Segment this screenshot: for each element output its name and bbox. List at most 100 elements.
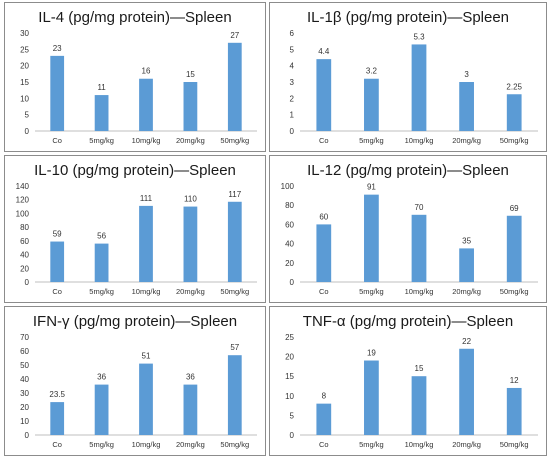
chart-title: TNF-α (pg/mg protein)—Spleen [302,313,514,330]
data-label: 16 [142,67,151,76]
y-tick-label: 100 [16,209,30,218]
bar [506,94,522,131]
bar [94,384,109,435]
y-tick-label: 20 [20,62,29,71]
y-tick-label: 5 [25,111,30,120]
y-tick-label: 25 [20,45,29,54]
y-tick-label: 20 [285,353,294,362]
data-label: 27 [230,31,239,40]
chart-title: IL-12 (pg/mg protein)—Spleen [307,162,509,179]
y-tick-label: 40 [285,240,294,249]
y-tick-label: 2 [290,94,295,103]
y-tick-label: 10 [285,392,294,401]
x-tick-label: Co [52,440,62,449]
data-label: 15 [186,70,195,79]
bar [50,241,65,282]
bar [227,201,242,282]
bar [316,403,332,435]
data-label: 11 [97,83,106,92]
bar [364,194,379,282]
y-tick-label: 20 [20,264,29,273]
bar [316,224,332,282]
y-tick-label: 15 [20,78,29,87]
y-tick-label: 70 [20,333,29,342]
data-label: 35 [462,236,471,245]
chart-panel-il4: IL-4 (pg/mg protein)—Spleen 0 5 10 15 20 25 30… [4,2,266,152]
y-tick-label: 120 [16,196,30,205]
x-tick-label: 50mg/kg [220,136,249,145]
chart-panel-il1b: IL-1β (pg/mg protein)—Spleen 0 1 2 3 4 5 6 4.4 C… [269,2,547,152]
x-tick-label: 5mg/kg [359,287,384,296]
data-label: 3.2 [366,67,378,76]
x-tick-label: 50mg/kg [500,440,529,449]
bar [459,82,474,131]
y-tick-label: 20 [20,403,29,412]
data-label: 22 [462,337,471,346]
chart-title: IL-1β (pg/mg protein)—Spleen [306,9,510,26]
y-tick-label: 3 [290,78,295,87]
bar [364,78,379,131]
bar [227,355,242,435]
data-label: 23 [53,44,62,53]
bar [459,348,474,435]
y-tick-label: 5 [290,45,295,54]
bar [506,387,522,435]
data-label: 15 [415,364,424,373]
bar [316,59,332,132]
x-tick-label: 20mg/kg [452,136,481,145]
chart-panel-il12: IL-12 (pg/mg protein)—Spleen 0 20 40 60 80 10… [269,155,547,303]
bar [506,215,522,282]
y-tick-label: 80 [285,201,294,210]
bar [94,243,109,282]
bar [411,44,427,131]
chart-panel-tnfa: TNF-α (pg/mg protein)—Spleen 0 5 10 15 20 25 8… [269,306,547,456]
x-tick-label: 50mg/kg [220,287,249,296]
x-tick-label: 50mg/kg [500,287,529,296]
x-tick-label: Co [319,287,329,296]
y-tick-label: 100 [281,182,295,191]
y-tick-label: 40 [20,375,29,384]
chart-title: IL-10 (pg/mg protein)—Spleen [34,162,236,179]
y-tick-label: 0 [25,431,30,440]
x-tick-label: 10mg/kg [405,287,434,296]
chart-panel-ifng: IFN-γ (pg/mg protein)—Spleen 0 10 20 30 40 50… [4,306,266,456]
bar [139,78,153,131]
data-label: 36 [186,373,195,382]
data-label: 36 [97,373,106,382]
x-tick-label: 50mg/kg [500,136,529,145]
chart-panel-il10: IL-10 (pg/mg protein)—Spleen 0 20 40 60 80 10… [4,155,266,303]
x-tick-label: 10mg/kg [405,440,434,449]
chart-plot: 0 20 40 60 80 100 120 140 59 Co 56 5mg/kg 111 10mg/kg… [16,182,257,296]
data-label: 70 [415,203,424,212]
chart-plot: 0 1 2 3 4 5 6 4.4 Co 3.2 5mg/kg 5.3 10mg/kg 3 20mg/kg 2… [290,29,538,145]
y-tick-label: 0 [25,278,30,287]
data-label: 111 [140,194,153,203]
bar [227,42,242,131]
x-tick-label: Co [319,440,329,449]
y-tick-label: 25 [285,333,294,342]
x-tick-label: 5mg/kg [359,136,384,145]
y-tick-label: 10 [20,417,29,426]
chart-plot: 0 20 40 60 80 100 60 Co 91 5mg/kg 70 10mg/kg 35 20mg/… [281,182,538,296]
x-tick-label: 10mg/kg [405,136,434,145]
data-label: 117 [228,190,241,199]
bar [139,205,153,282]
y-tick-label: 60 [20,237,29,246]
data-label: 57 [230,343,239,352]
y-tick-label: 0 [290,431,295,440]
data-label: 56 [97,232,106,241]
bar [183,82,198,131]
y-tick-label: 80 [20,223,29,232]
x-tick-label: 20mg/kg [176,440,205,449]
x-tick-label: 50mg/kg [220,440,249,449]
x-tick-label: 10mg/kg [132,136,161,145]
y-tick-label: 10 [20,94,29,103]
y-tick-label: 1 [290,111,295,120]
y-tick-label: 30 [20,389,29,398]
chart-plot: 0 5 10 15 20 25 30 23 Co 11 5mg/kg 16 10mg/kg 15 20mg/… [20,29,257,145]
bar [411,214,427,282]
data-label: 4.4 [318,47,330,56]
data-label: 8 [322,392,327,401]
chart-title: IL-4 (pg/mg protein)—Spleen [38,9,232,26]
x-tick-label: 20mg/kg [176,287,205,296]
